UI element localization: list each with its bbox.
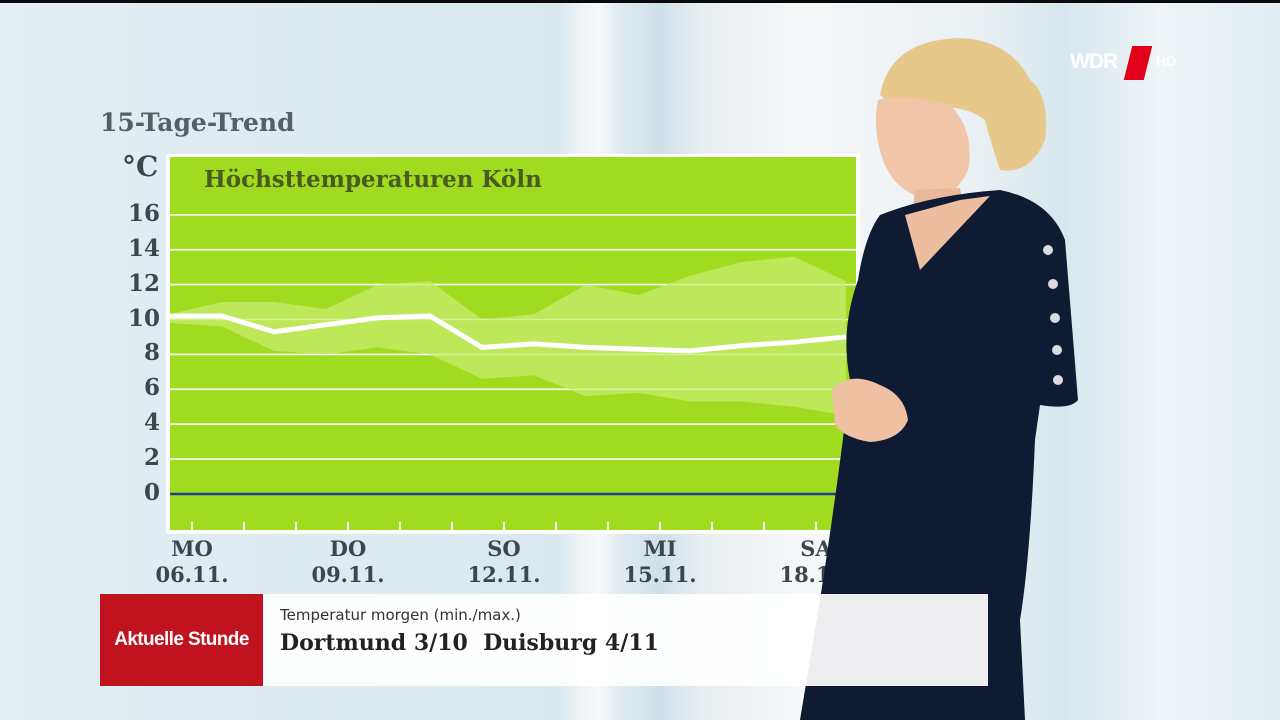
wdr-hd-label: HD [1156,53,1177,69]
y-tick-label: 2 [143,444,160,472]
y-tick-label: 16 [127,199,160,227]
x-tick-day: SA [800,536,832,561]
show-brand-text: Aktuelle Stunde [114,629,249,650]
uncertainty-band [170,256,846,416]
presenter-hair [880,38,1046,171]
y-tick-label: 0 [143,479,160,506]
y-axis-unit: °C [122,150,159,183]
info-box: Temperatur morgen (min./max.) Dortmund 3… [263,594,988,686]
info-main-text: Dortmund 3/10 Duisburg 4/11 [280,630,659,656]
lower-third: Aktuelle Stunde Temperatur morgen (min./… [100,594,988,686]
x-tick-label: SO 12.11. [424,536,584,588]
x-tick-label: DO 09.11. [268,536,428,588]
x-tick-day: MI [643,536,677,561]
y-tick-label: 8 [143,339,160,367]
x-tick-date: 06.11. [155,562,229,587]
trend-line [170,313,847,354]
x-tick-label: MI 15.11. [580,536,740,588]
wdr-logo-text: WDR [1070,50,1118,73]
info-subtitle: Temperatur morgen (min./max.) [280,606,521,624]
sleeve-buttons [1043,245,1063,385]
presenter-dress [800,190,1078,720]
y-tick-label: 10 [127,304,160,332]
x-tick-date: 15.11. [623,562,697,587]
presenter-face [875,96,970,199]
presenter-hands [832,378,908,442]
x-tick-day: DO [329,536,367,561]
x-tick-day: MO [171,536,213,561]
y-tick-label: 4 [143,409,160,437]
x-tick-day: SO [487,536,521,561]
x-tick-label: MO 06.11. [112,536,272,588]
y-tick-label: 12 [127,269,160,297]
top-border [0,0,1280,3]
presenter-neckline [905,196,990,270]
y-tick-label: 6 [143,374,160,402]
y-tick-label: 14 [127,234,160,262]
x-tick-date: 09.11. [311,562,385,587]
chart-title: Höchsttemperaturen Köln [204,166,542,193]
trend-title: 15-Tage-Trend [100,108,295,137]
x-tick-date: 12.11. [467,562,541,587]
show-brand-box: Aktuelle Stunde [100,594,263,686]
